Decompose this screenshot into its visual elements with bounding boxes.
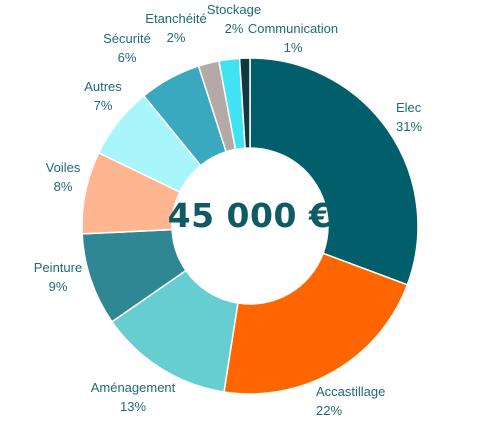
slice-name-peinture: Peinture bbox=[34, 260, 82, 275]
slice-name-communication: Communication bbox=[248, 21, 338, 36]
slice-name-autres: Autres bbox=[84, 79, 122, 94]
center-total-label: 45 000 € bbox=[167, 196, 333, 235]
slice-name-amenagement: Aménagement bbox=[91, 380, 176, 395]
slice-percent-peinture: 9% bbox=[49, 279, 68, 294]
slice-percent-autres: 7% bbox=[94, 98, 113, 113]
slice-percent-etancheite: 2% bbox=[167, 30, 186, 45]
slice-percent-accastillage: 22% bbox=[316, 403, 342, 418]
slice-name-elec: Elec bbox=[396, 100, 422, 115]
slice-percent-elec: 31% bbox=[396, 119, 422, 134]
slice-name-voiles: Voiles bbox=[46, 160, 81, 175]
slice-name-accastillage: Accastillage bbox=[316, 384, 385, 399]
slice-name-stockage: Stockage bbox=[207, 2, 261, 17]
slice-percent-amenagement: 13% bbox=[120, 399, 146, 414]
slice-percent-voiles: 8% bbox=[54, 179, 73, 194]
slice-name-securite: Sécurité bbox=[103, 31, 151, 46]
slice-accastillage bbox=[223, 252, 409, 395]
slice-communication bbox=[238, 57, 251, 149]
slice-elec bbox=[249, 57, 419, 286]
slice-percent-stockage: 2% bbox=[225, 21, 244, 36]
slice-percent-communication: 1% bbox=[284, 40, 303, 55]
slice-percent-securite: 6% bbox=[118, 50, 137, 65]
slice-name-etancheite: Etanchéité bbox=[145, 11, 206, 26]
